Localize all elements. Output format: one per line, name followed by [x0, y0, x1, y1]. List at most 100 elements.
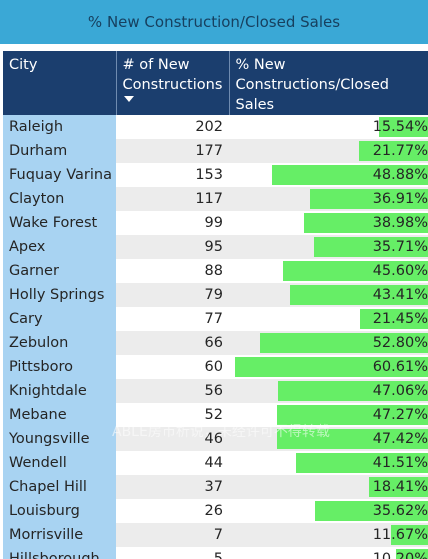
- pct-data-bar: [277, 429, 428, 449]
- table-row[interactable]: Clayton 117 36.91%: [3, 187, 428, 211]
- column-header-pct-line2: Constructions/Closed Sales: [235, 77, 389, 113]
- pct-label: 38.98%: [372, 215, 428, 231]
- table-row[interactable]: Durham 177 21.77%: [3, 139, 428, 163]
- city-cell: Clayton: [3, 187, 116, 211]
- pct-cell: 35.71%: [229, 235, 428, 259]
- table-row[interactable]: Zebulon 66 52.80%: [3, 331, 428, 355]
- pct-data-bar: [396, 549, 428, 559]
- city-cell: Mebane: [3, 403, 116, 427]
- pct-data-bar: [235, 357, 428, 377]
- table-row[interactable]: Holly Springs 79 43.41%: [3, 283, 428, 307]
- table-row[interactable]: Hillsborough 5 10.20%: [3, 547, 428, 559]
- pct-cell: 47.42%: [229, 427, 428, 451]
- column-header-city[interactable]: City: [3, 51, 117, 115]
- pct-data-bar: [310, 189, 428, 209]
- city-cell: Pittsboro: [3, 355, 116, 379]
- new-constructions-cell: 56: [116, 379, 229, 403]
- pct-data-bar: [315, 501, 428, 521]
- pct-cell: 43.41%: [229, 283, 428, 307]
- pct-label: 52.80%: [372, 335, 428, 351]
- header-row: City # of New Constructions % New Constr…: [3, 51, 428, 115]
- pct-label: 36.91%: [372, 191, 428, 207]
- pct-data-bar: [391, 525, 428, 545]
- table-row[interactable]: Wendell 44 41.51%: [3, 451, 428, 475]
- pct-label: 47.42%: [372, 431, 428, 447]
- new-constructions-cell: 66: [116, 331, 229, 355]
- pct-data-bar: [278, 381, 428, 401]
- pct-data-bar: [314, 237, 428, 257]
- new-constructions-cell: 77: [116, 307, 229, 331]
- pct-label: 15.54%: [372, 119, 428, 135]
- pct-label: 60.61%: [372, 359, 428, 375]
- pct-data-bar: [304, 213, 428, 233]
- pct-label: 35.71%: [372, 239, 428, 255]
- city-cell: Morrisville: [3, 523, 116, 547]
- city-cell: Chapel Hill: [3, 475, 116, 499]
- pct-cell: 38.98%: [229, 211, 428, 235]
- table-row[interactable]: Wake Forest 99 38.98%: [3, 211, 428, 235]
- pct-cell: 48.88%: [229, 163, 428, 187]
- new-constructions-cell: 60: [116, 355, 229, 379]
- pct-data-bar: [360, 309, 428, 329]
- city-cell: Wake Forest: [3, 211, 116, 235]
- table: City # of New Constructions % New Constr…: [3, 51, 428, 559]
- new-constructions-cell: 153: [116, 163, 229, 187]
- new-constructions-cell: 117: [116, 187, 229, 211]
- table-row[interactable]: Cary 77 21.45%: [3, 307, 428, 331]
- new-constructions-cell: 88: [116, 259, 229, 283]
- table-row[interactable]: Knightdale 56 47.06%: [3, 379, 428, 403]
- sort-descending-icon: [123, 96, 134, 102]
- pct-cell: 52.80%: [229, 331, 428, 355]
- new-constructions-cell: 99: [116, 211, 229, 235]
- table-row[interactable]: Chapel Hill 37 18.41%: [3, 475, 428, 499]
- pct-cell: 47.06%: [229, 379, 428, 403]
- table-row[interactable]: Youngsville 46 47.42%: [3, 427, 428, 451]
- data-table: City # of New Constructions % New Constr…: [3, 51, 428, 559]
- new-constructions-cell: 7: [116, 523, 229, 547]
- column-header-city-label: City: [9, 57, 38, 73]
- pct-cell: 60.61%: [229, 355, 428, 379]
- city-cell: Holly Springs: [3, 283, 116, 307]
- new-constructions-cell: 202: [116, 115, 229, 139]
- pct-data-bar: [296, 453, 428, 473]
- city-cell: Knightdale: [3, 379, 116, 403]
- table-row[interactable]: Mebane 52 47.27%: [3, 403, 428, 427]
- pct-cell: 41.51%: [229, 451, 428, 475]
- pct-data-bar: [272, 165, 428, 185]
- column-header-pct[interactable]: % New Constructions/Closed Sales: [229, 51, 428, 115]
- pct-cell: 11.67%: [229, 523, 428, 547]
- pct-data-bar: [260, 333, 428, 353]
- visual-title-text: % New Construction/Closed Sales: [87, 13, 341, 31]
- table-row[interactable]: Garner 88 45.60%: [3, 259, 428, 283]
- column-header-pct-line1: % New: [235, 57, 286, 73]
- pct-cell: 45.60%: [229, 259, 428, 283]
- pct-label: 35.62%: [372, 503, 428, 519]
- pct-data-bar: [359, 141, 428, 161]
- pct-label: 45.60%: [372, 263, 428, 279]
- new-constructions-cell: 37: [116, 475, 229, 499]
- pct-label: 41.51%: [372, 455, 428, 471]
- column-header-count-line2: Constructions: [122, 77, 223, 93]
- new-constructions-cell: 5: [116, 547, 229, 559]
- pct-data-bar: [369, 477, 428, 497]
- column-header-count-line1: # of New: [122, 57, 190, 73]
- city-cell: Garner: [3, 259, 116, 283]
- table-row[interactable]: Fuquay Varina 153 48.88%: [3, 163, 428, 187]
- new-constructions-cell: 52: [116, 403, 229, 427]
- table-row[interactable]: Morrisville 7 11.67%: [3, 523, 428, 547]
- table-row[interactable]: Louisburg 26 35.62%: [3, 499, 428, 523]
- pct-cell: 35.62%: [229, 499, 428, 523]
- pct-cell: 21.45%: [229, 307, 428, 331]
- new-constructions-cell: 177: [116, 139, 229, 163]
- table-row[interactable]: Pittsboro 60 60.61%: [3, 355, 428, 379]
- table-row[interactable]: Raleigh 202 15.54%: [3, 115, 428, 139]
- city-cell: Apex: [3, 235, 116, 259]
- table-row[interactable]: Apex 95 35.71%: [3, 235, 428, 259]
- city-cell: Zebulon: [3, 331, 116, 355]
- pct-label: 47.27%: [372, 407, 428, 423]
- pct-label: 21.77%: [372, 143, 428, 159]
- pct-label: 21.45%: [372, 311, 428, 327]
- column-header-new-constructions[interactable]: # of New Constructions: [116, 51, 230, 115]
- city-cell: Hillsborough: [3, 547, 116, 559]
- pct-data-bar: [277, 405, 428, 425]
